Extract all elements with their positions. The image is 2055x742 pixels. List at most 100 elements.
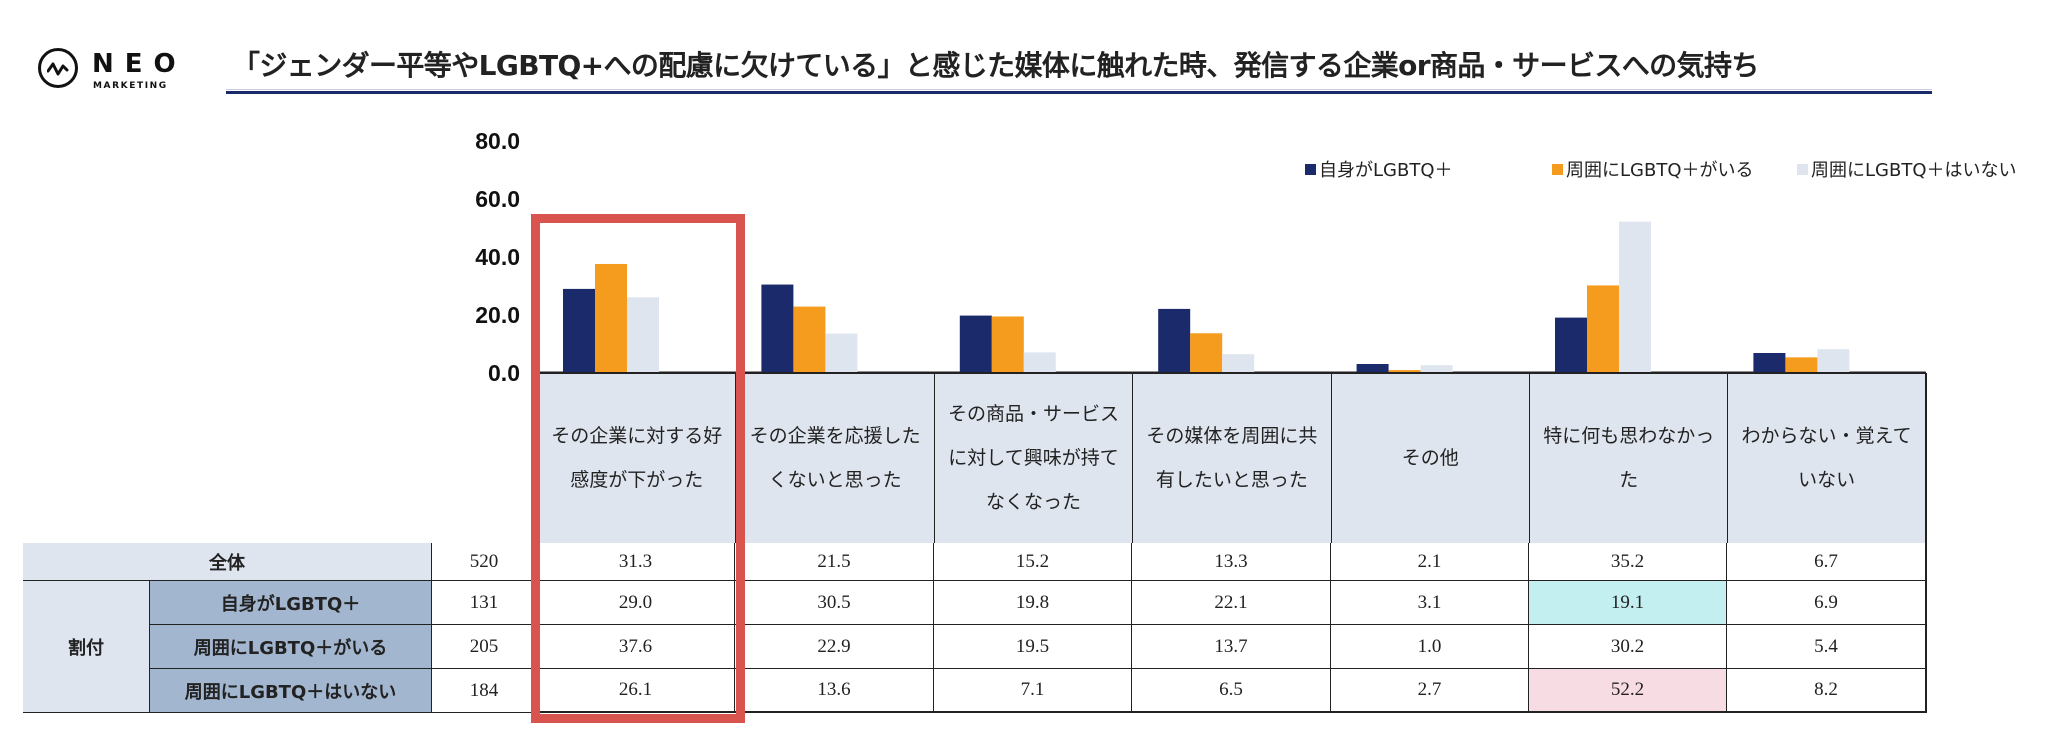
row-label-segment: 周囲にLGBTQ＋はいない — [150, 669, 432, 713]
category-header: その媒体を周囲に共 有したいと思った — [1132, 373, 1331, 543]
table-cell-value: 22.9 — [735, 625, 934, 669]
legend-label-series3: 周囲にLGBTQ＋はいない — [1811, 160, 2017, 181]
y-tick-label: 20.0 — [475, 302, 520, 328]
bar-series1 — [1555, 317, 1587, 373]
category-header-line: 有したいと思った — [1155, 469, 1308, 491]
table-cell-value: 26.1 — [537, 669, 735, 713]
category-header-line: その企業に対する好 — [551, 425, 723, 447]
legend-item-series3: 周囲にLGBTQ＋はいない — [1797, 156, 2017, 182]
table-cell-value: 30.2 — [1529, 625, 1727, 669]
table-cell-value: 19.1 — [1529, 581, 1727, 625]
bars — [563, 221, 1850, 373]
bar-series2 — [595, 263, 627, 373]
table-cell-value: 7.1 — [934, 669, 1132, 713]
category-header-line: くないと思った — [768, 469, 902, 491]
bar-series3 — [1817, 349, 1850, 373]
legend-item-series1: 自身がLGBTQ＋ — [1305, 156, 1453, 182]
table-cell-value: 2.1 — [1331, 543, 1529, 581]
category-header-line: その媒体を周囲に共 — [1146, 425, 1318, 447]
category-header-line: 特に何も思わなかっ — [1543, 425, 1715, 447]
y-tick-label: 60.0 — [475, 186, 520, 212]
row-sample-size: 205 — [432, 625, 537, 669]
legend-swatch-series3 — [1797, 163, 1808, 175]
logo-pulse-icon — [38, 48, 78, 88]
row-sample-size: 184 — [432, 669, 537, 713]
legend-label-series2: 周囲にLGBTQ＋がいる — [1566, 160, 1754, 181]
bar-series3 — [627, 297, 659, 373]
table-cell-value: 37.6 — [537, 625, 735, 669]
category-header-line: なくなった — [985, 491, 1081, 513]
category-header: その企業を応援した くないと思った — [735, 373, 934, 543]
table-cell-value: 5.4 — [1727, 625, 1927, 669]
category-header: その他 — [1330, 373, 1529, 543]
bar-series1 — [761, 284, 794, 373]
header-top-border — [537, 372, 1926, 374]
category-header: その商品・サービス に対して興味が持て なくなった — [933, 373, 1133, 543]
logo-subtitle: MARKETING — [93, 81, 168, 91]
bar-series2 — [1190, 333, 1223, 373]
y-tick-label: 40.0 — [475, 244, 520, 270]
legend-swatch-series2 — [1552, 163, 1563, 175]
table-cell-value: 29.0 — [537, 581, 735, 625]
table-cell-value: 13.3 — [1132, 543, 1331, 581]
neo-marketing-logo: NEO MARKETING — [38, 48, 188, 96]
category-header-line: 感度が下がった — [570, 469, 704, 491]
row-label-total: 全体 — [23, 543, 432, 581]
legend-swatch-series1 — [1305, 163, 1316, 175]
bar-series1 — [1158, 308, 1191, 373]
category-header: その企業に対する好 感度が下がった — [537, 373, 736, 543]
table-cell-value: 35.2 — [1529, 543, 1727, 581]
table-cell-value: 52.2 — [1529, 669, 1727, 713]
category-header: わからない・覚えて いない — [1727, 373, 1927, 543]
legend-item-series2: 周囲にLGBTQ＋がいる — [1552, 156, 1754, 182]
table-cell-value: 2.7 — [1331, 669, 1529, 713]
bar-series3 — [825, 333, 858, 373]
bar-series2 — [1388, 370, 1421, 373]
category-header-line: に対して興味が持て — [948, 447, 1119, 469]
table-cell-value: 31.3 — [537, 543, 735, 581]
category-header-line: た — [1619, 469, 1639, 491]
page-title: 「ジェンダー平等やLGBTQ+への配慮に欠けている」と感じた媒体に触れた時、発信… — [232, 49, 1759, 82]
category-header-line: その企業を応援した — [749, 425, 921, 447]
row-sample-size: 131 — [432, 581, 537, 625]
category-header-line: その他 — [1401, 447, 1459, 469]
bar-series2 — [991, 316, 1024, 373]
table-cell-value: 19.8 — [934, 581, 1132, 625]
table-cell-value: 22.1 — [1132, 581, 1331, 625]
bar-series3 — [1420, 365, 1453, 373]
row-label-segment: 周囲にLGBTQ＋がいる — [150, 625, 432, 669]
category-header-line: その商品・サービス — [947, 403, 1119, 425]
category-header-line: わからない・覚えて — [1741, 425, 1912, 447]
table-cell-value: 19.5 — [934, 625, 1132, 669]
table-cell-value: 6.5 — [1132, 669, 1331, 713]
bar-series1 — [1356, 364, 1389, 373]
bar-series1 — [1753, 352, 1786, 373]
table-cell-value: 3.1 — [1331, 581, 1529, 625]
legend-label-series1: 自身がLGBTQ＋ — [1319, 160, 1453, 181]
table-cell-value: 13.6 — [735, 669, 934, 713]
category-header-line: いない — [1798, 469, 1856, 491]
bar-series1 — [959, 315, 992, 373]
title-underline-light — [226, 89, 1932, 90]
category-header: 特に何も思わなかった — [1529, 373, 1728, 543]
table-cell-value: 6.9 — [1727, 581, 1927, 625]
group-label: 割付 — [23, 581, 150, 713]
bar-series1 — [563, 288, 595, 373]
table-cell-value: 13.7 — [1132, 625, 1331, 669]
bar-series2 — [1785, 357, 1818, 373]
table-cell-value: 15.2 — [934, 543, 1132, 581]
highlight-box — [531, 214, 745, 723]
row-label-segment: 自身がLGBTQ＋ — [150, 581, 432, 625]
row-sample-size: 520 — [432, 543, 537, 581]
logo-word: NEO — [92, 49, 187, 79]
title-underline — [226, 91, 1932, 94]
bar-series2 — [1587, 285, 1619, 373]
table-cell-value: 30.5 — [735, 581, 934, 625]
y-tick-label: 0.0 — [488, 360, 520, 386]
bar-series3 — [1023, 352, 1056, 373]
table-cell-value: 8.2 — [1727, 669, 1927, 713]
bar-series3 — [1619, 221, 1651, 373]
bar-series2 — [793, 306, 826, 373]
table-cell-value: 1.0 — [1331, 625, 1529, 669]
table-cell-value: 21.5 — [735, 543, 934, 581]
